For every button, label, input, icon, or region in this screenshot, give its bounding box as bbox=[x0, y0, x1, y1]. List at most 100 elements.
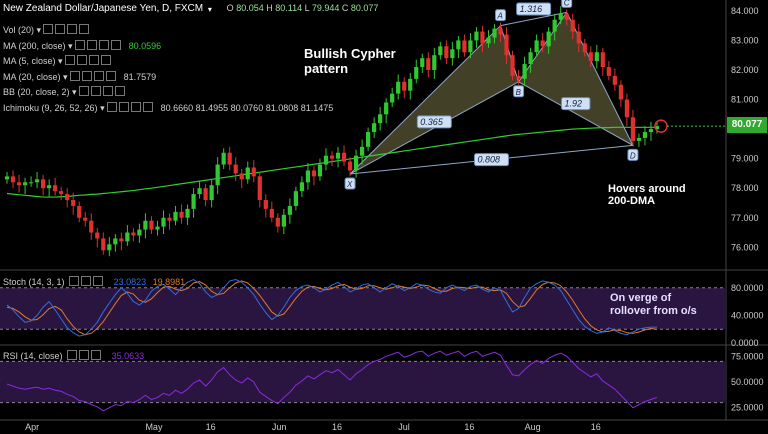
eye-icon[interactable] bbox=[69, 70, 80, 81]
pattern-point-badge bbox=[561, 0, 573, 8]
plus-icon[interactable] bbox=[102, 86, 113, 96]
ratio-label: 1.92 bbox=[565, 99, 583, 109]
candle-body bbox=[378, 114, 383, 124]
eye-icon[interactable] bbox=[106, 101, 117, 112]
price-tick-label: 83.000 bbox=[731, 35, 759, 45]
candle-body bbox=[600, 52, 605, 68]
candle-body bbox=[59, 191, 64, 195]
time-tick-label: Jun bbox=[272, 422, 287, 432]
ratio-badge bbox=[516, 2, 552, 16]
close-icon[interactable] bbox=[79, 24, 90, 34]
candle-body bbox=[396, 81, 401, 94]
chevron-down-icon[interactable]: ▾ bbox=[207, 5, 212, 14]
gear-icon[interactable] bbox=[81, 276, 92, 286]
candle-body bbox=[131, 232, 136, 236]
candle-body bbox=[588, 52, 593, 62]
close-icon[interactable] bbox=[110, 39, 121, 50]
candle-body bbox=[71, 200, 76, 206]
candle-body bbox=[486, 37, 491, 44]
ratio-label: 0.808 bbox=[477, 155, 500, 165]
indicator-legend-row[interactable]: BB (20, close, 2) ▾ bbox=[3, 86, 133, 98]
gear-icon[interactable] bbox=[118, 101, 129, 112]
eye-icon[interactable] bbox=[78, 86, 89, 96]
candle-body bbox=[347, 161, 353, 171]
candle-body bbox=[34, 179, 40, 183]
candle-body bbox=[516, 75, 521, 79]
indicator-legend-row[interactable]: Ichimoku (9, 26, 52, 26) ▾ 80.6660 81.495… bbox=[3, 101, 334, 113]
indicator-legend-row[interactable]: MA (200, close) ▾ 80.0596 bbox=[3, 39, 162, 51]
plus-icon[interactable] bbox=[67, 24, 78, 34]
plus-icon[interactable] bbox=[130, 101, 141, 112]
gear-icon[interactable] bbox=[86, 39, 97, 50]
gear-icon[interactable] bbox=[79, 350, 90, 360]
candle-body bbox=[528, 52, 533, 65]
eye-icon[interactable] bbox=[69, 276, 80, 286]
chevron-down-icon[interactable]: ▾ bbox=[55, 56, 63, 66]
candle-body bbox=[353, 155, 359, 171]
eye-icon[interactable] bbox=[67, 350, 78, 360]
indicator-legend-row[interactable]: Vol (20) ▾ bbox=[3, 24, 97, 36]
chevron-down-icon[interactable]: ▾ bbox=[97, 102, 105, 113]
close-icon[interactable] bbox=[114, 86, 125, 96]
candle-body bbox=[582, 43, 587, 53]
candle-body bbox=[209, 185, 214, 201]
stoch-k-line bbox=[6, 278, 657, 337]
candle-body bbox=[137, 229, 142, 236]
candle-body bbox=[125, 232, 130, 242]
eye-icon[interactable] bbox=[64, 55, 75, 65]
chevron-down-icon[interactable]: ▾ bbox=[60, 71, 68, 82]
plus-icon[interactable] bbox=[93, 70, 104, 81]
candle-body bbox=[215, 164, 220, 186]
gear-icon[interactable] bbox=[55, 24, 66, 34]
eye-icon[interactable] bbox=[43, 24, 54, 34]
plus-icon[interactable] bbox=[88, 55, 99, 65]
candle-body bbox=[624, 99, 630, 118]
candle-body bbox=[317, 164, 323, 177]
candle-body bbox=[618, 84, 623, 100]
rsi-legend: RSI (14, close) 35.0633 bbox=[3, 350, 145, 361]
close-icon[interactable] bbox=[91, 350, 102, 360]
gear-icon[interactable] bbox=[90, 86, 101, 96]
candle-body bbox=[245, 167, 250, 180]
gear-icon[interactable] bbox=[76, 55, 87, 65]
pattern-point-label: X bbox=[346, 180, 353, 189]
candle-body bbox=[630, 117, 636, 141]
candle-body bbox=[173, 211, 178, 221]
ohlc-readout: O 80.054 H 80.114 L 79.944 C 80.077 bbox=[226, 3, 379, 13]
time-tick-label: 16 bbox=[206, 422, 216, 432]
time-tick-label: 16 bbox=[464, 422, 474, 432]
eye-icon[interactable] bbox=[74, 39, 85, 50]
plus-icon[interactable] bbox=[98, 39, 109, 50]
candle-body bbox=[414, 67, 419, 79]
ratio-badge bbox=[416, 115, 452, 129]
gear-icon[interactable] bbox=[81, 70, 92, 81]
candle-body bbox=[155, 226, 160, 230]
candle-body bbox=[564, 13, 569, 20]
candle-body bbox=[594, 52, 599, 62]
indicator-legend-row[interactable]: MA (5, close) ▾ bbox=[3, 55, 119, 67]
close-icon[interactable] bbox=[100, 55, 111, 65]
candle-body bbox=[576, 31, 581, 44]
indicator-legend-row[interactable]: MA (20, close) ▾ 81.7579 bbox=[3, 70, 157, 82]
time-tick-label: Jul bbox=[398, 422, 410, 432]
chevron-down-icon[interactable]: ▾ bbox=[69, 87, 77, 97]
candle-body bbox=[606, 67, 611, 76]
pattern-leg bbox=[500, 11, 567, 27]
candle-body bbox=[251, 167, 256, 177]
rollover-annotation: On verge of rollover from o/s bbox=[610, 292, 697, 317]
symbol-title[interactable]: New Zealand Dollar/Japanese Yen, D, FXCM bbox=[3, 3, 204, 14]
candle-body bbox=[95, 232, 100, 239]
candle-body bbox=[432, 55, 437, 70]
candle-body bbox=[89, 220, 94, 233]
current-price-tag: 80.077 bbox=[727, 117, 767, 133]
chevron-down-icon[interactable]: ▾ bbox=[65, 40, 73, 51]
close-icon[interactable] bbox=[105, 70, 116, 81]
chart-title-row: New Zealand Dollar/Japanese Yen, D, FXCM… bbox=[3, 3, 378, 14]
close-icon[interactable] bbox=[142, 101, 153, 112]
close-icon[interactable] bbox=[93, 276, 104, 286]
chevron-down-icon[interactable]: ▾ bbox=[34, 25, 42, 35]
rsi-tick-label: 25.0000 bbox=[731, 403, 764, 413]
candle-body bbox=[203, 188, 208, 201]
candle-body bbox=[107, 244, 112, 251]
